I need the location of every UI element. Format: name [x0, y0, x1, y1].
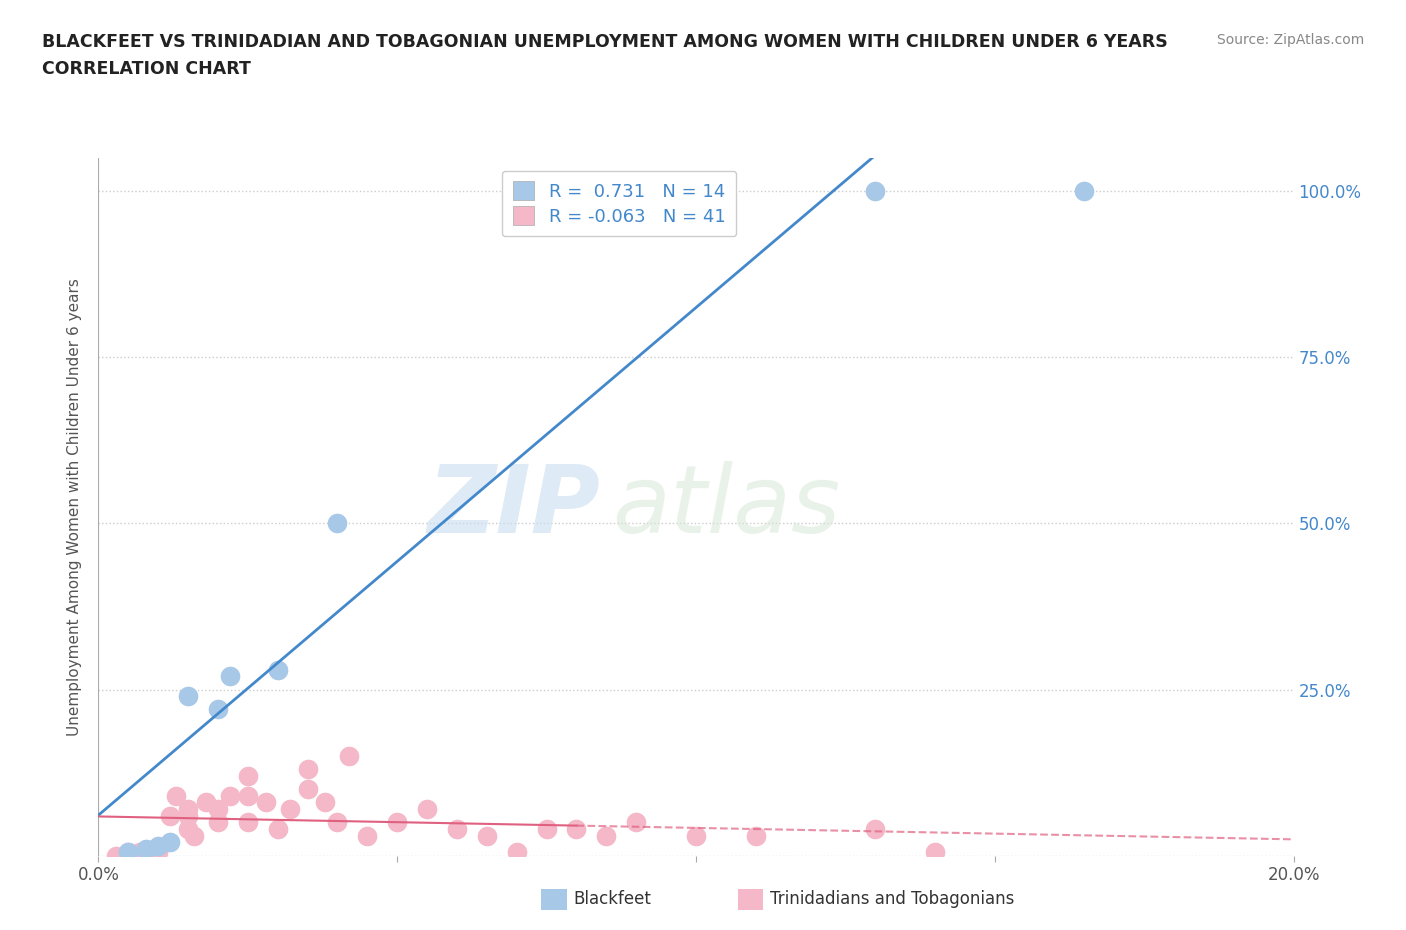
Point [177, 808, 200, 823]
Point [105, 848, 128, 863]
Point [236, 815, 259, 830]
Point [219, 669, 242, 684]
Point [177, 821, 200, 836]
Point [148, 844, 170, 859]
Y-axis label: Unemployment Among Women with Children Under 6 years: Unemployment Among Women with Children U… [67, 278, 83, 736]
Point [536, 821, 558, 836]
Point [195, 795, 218, 810]
Point [159, 808, 181, 823]
Point [254, 795, 277, 810]
Point [117, 844, 139, 859]
Point [148, 842, 170, 857]
Legend: R =  0.731   N = 14, R = -0.063   N = 41: R = 0.731 N = 14, R = -0.063 N = 41 [502, 170, 737, 236]
Point [117, 844, 139, 859]
Point [236, 789, 259, 804]
Point [446, 821, 468, 836]
Text: CORRELATION CHART: CORRELATION CHART [42, 60, 252, 78]
Point [326, 516, 349, 531]
Text: Trinidadians and Tobagonians: Trinidadians and Tobagonians [770, 890, 1015, 909]
Point [267, 821, 290, 836]
Text: ZIP: ZIP [427, 461, 600, 552]
Text: Source: ZipAtlas.com: Source: ZipAtlas.com [1216, 33, 1364, 46]
Point [326, 815, 349, 830]
Point [177, 689, 200, 704]
Point [135, 844, 157, 859]
Point [475, 829, 498, 844]
Point [685, 829, 707, 844]
Point [207, 815, 229, 830]
Point [135, 842, 157, 857]
Point [924, 844, 946, 859]
Point [865, 821, 887, 836]
Text: Blackfeet: Blackfeet [574, 890, 651, 909]
Point [626, 815, 648, 830]
Point [655, 184, 678, 199]
Point [416, 802, 439, 817]
Point [714, 184, 737, 199]
Point [356, 829, 378, 844]
Point [159, 835, 181, 850]
Point [219, 789, 242, 804]
Point [183, 829, 205, 844]
Point [865, 184, 887, 199]
Point [595, 829, 617, 844]
Point [207, 702, 229, 717]
Point [278, 802, 301, 817]
Text: BLACKFEET VS TRINIDADIAN AND TOBAGONIAN UNEMPLOYMENT AMONG WOMEN WITH CHILDREN U: BLACKFEET VS TRINIDADIAN AND TOBAGONIAN … [42, 33, 1168, 50]
Point [207, 802, 229, 817]
Point [385, 815, 409, 830]
Point [315, 795, 337, 810]
Point [1073, 184, 1095, 199]
Point [297, 782, 319, 797]
Point [267, 662, 290, 677]
Point [565, 821, 588, 836]
Point [626, 184, 648, 199]
Text: atlas: atlas [613, 461, 841, 552]
Point [177, 802, 200, 817]
Point [148, 838, 170, 853]
Point [165, 789, 187, 804]
Point [506, 844, 529, 859]
Point [297, 762, 319, 777]
Point [236, 768, 259, 783]
Point [129, 844, 152, 859]
Point [745, 829, 768, 844]
Point [339, 749, 360, 764]
